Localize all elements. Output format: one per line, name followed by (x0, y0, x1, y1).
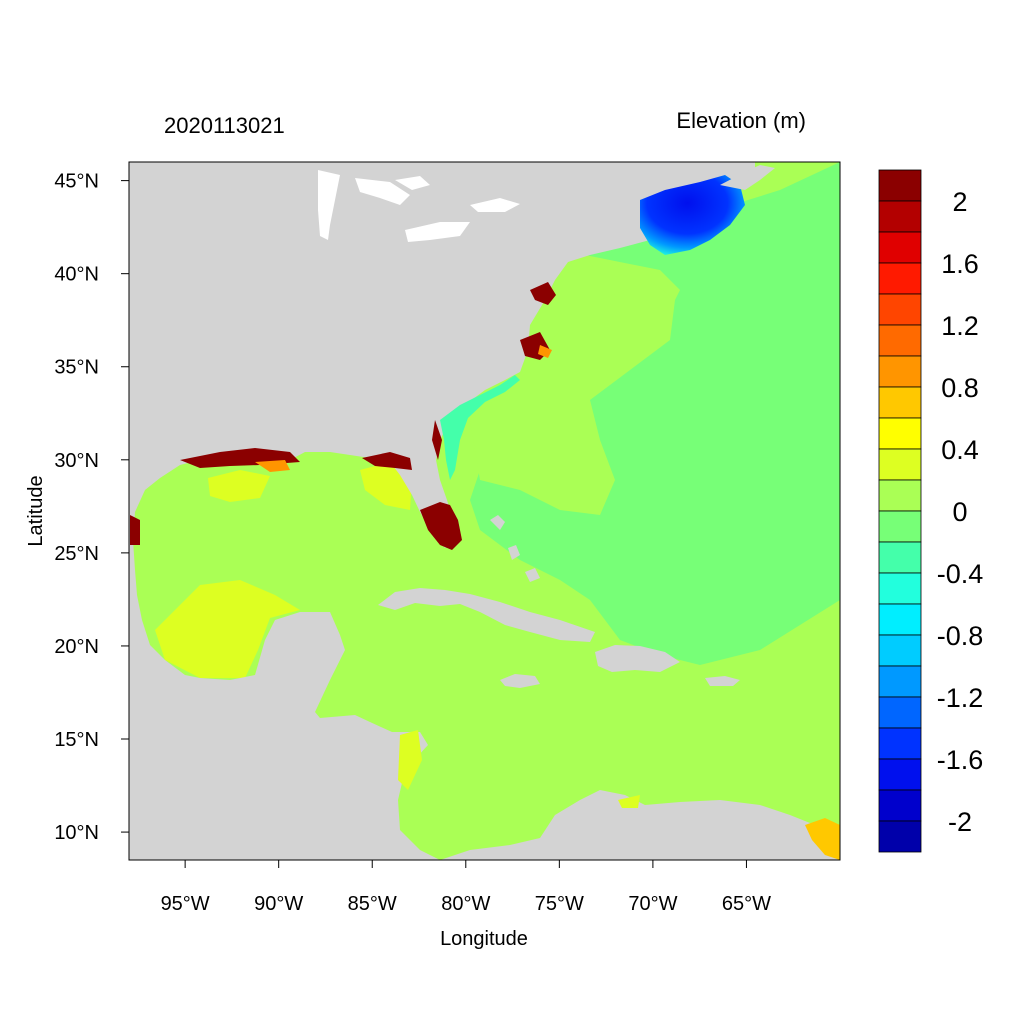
colorbar-swatch (878, 510, 922, 543)
lon-tick-label: 70°W (628, 893, 677, 915)
colorbar-swatch (878, 231, 922, 264)
colorbar-swatch (878, 789, 922, 822)
x-axis-label: Longitude (440, 928, 528, 950)
colorbar-label: -1.2 (937, 683, 984, 713)
colorbar-swatch (878, 417, 922, 450)
colorbar-swatch (878, 200, 922, 233)
lat-tick-label: 40°N (54, 264, 99, 286)
colorbar-swatch (878, 758, 922, 791)
map-axes: 95°W 90°W 85°W 80°W 75°W 70°W 65°W 45°N 40°N 35°N… (54, 171, 771, 915)
atlantic-slight-positive (470, 280, 675, 515)
colorbar-swatch (878, 541, 922, 574)
map-frame (128, 161, 841, 861)
lon-tick-label: 75°W (535, 893, 584, 915)
lon-tick-label: 80°W (441, 893, 490, 915)
gulf-positive-patch (155, 580, 300, 678)
colorbar-swatch (878, 448, 922, 481)
colorbar-label: -0.8 (937, 621, 984, 651)
gulf-of-maine-low (640, 175, 745, 255)
lat-tick-label: 15°N (54, 729, 99, 751)
right-title: Elevation (m) (676, 108, 806, 133)
colorbar-swatch (878, 727, 922, 760)
colorbar-swatch (878, 324, 922, 357)
colorbar-swatch (878, 572, 922, 605)
lon-tick-label: 65°W (722, 893, 771, 915)
florida-high-surge (420, 502, 462, 550)
colorbar-label: 2 (952, 187, 967, 217)
colorbar-label: -1.6 (937, 745, 984, 775)
great-lakes (318, 170, 520, 242)
lon-tick-label: 95°W (161, 893, 210, 915)
lon-tick-label: 85°W (348, 893, 397, 915)
lat-tick-label: 45°N (54, 171, 99, 193)
colorbar-swatch (878, 665, 922, 698)
colorbar-swatch (878, 603, 922, 636)
colorbar-swatch (878, 386, 922, 419)
colorbar-label: -0.4 (937, 559, 984, 589)
left-title: 2020113021 (164, 113, 285, 138)
gulf-positive-patch-east (360, 462, 412, 510)
colorbar-swatch (878, 696, 922, 729)
colorbar-swatch (878, 293, 922, 326)
colorbar-swatch (878, 355, 922, 388)
colorbar-label: 0 (952, 497, 967, 527)
caribbean-slight-positive (790, 600, 840, 660)
colorbar-swatch (878, 169, 922, 202)
gulf-positive-patch-north (208, 470, 270, 502)
colorbar-swatch (878, 479, 922, 512)
lon-tick-label: 90°W (254, 893, 303, 915)
nova-scotia-land (720, 165, 775, 190)
lat-tick-label: 35°N (54, 357, 99, 379)
map-plot-area (129, 162, 840, 860)
lat-tick-label: 25°N (54, 543, 99, 565)
lat-tick-label: 20°N (54, 636, 99, 658)
east-coast-low-band (440, 375, 520, 480)
colorbar-swatch (878, 634, 922, 667)
colorbar-label: 1.6 (941, 249, 979, 279)
colorbar-label: 0.4 (941, 435, 979, 465)
colorbar-label: 0.8 (941, 373, 979, 403)
colorbar-label: 1.2 (941, 311, 979, 341)
colorbar-label: -2 (948, 807, 972, 837)
colorbar: 2 1.6 1.2 0.8 0.4 0 -0.4 -0.8 -1.2 -1.6 -2 (878, 169, 984, 853)
colorbar-swatch (878, 820, 922, 853)
atlantic-zero-region (470, 162, 840, 665)
venezuela-coastal-high (805, 818, 840, 860)
y-axis-label: Latitude (25, 475, 47, 546)
lat-tick-label: 10°N (54, 822, 99, 844)
lat-tick-label: 30°N (54, 450, 99, 472)
colorbar-swatch (878, 262, 922, 295)
